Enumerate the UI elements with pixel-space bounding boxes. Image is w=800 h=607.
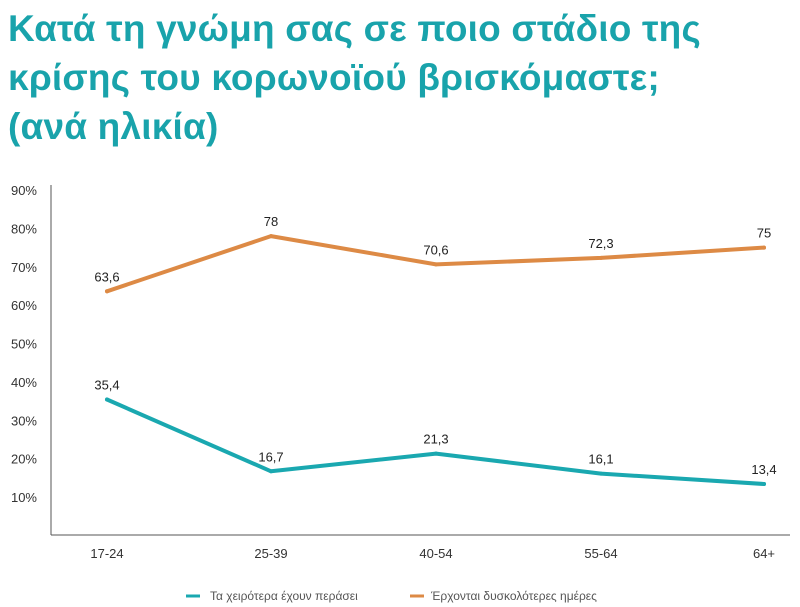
y-tick-label: 90% — [11, 183, 37, 198]
data-point — [762, 482, 766, 486]
x-tick-label: 55-64 — [584, 546, 617, 561]
data-label: 72,3 — [588, 236, 613, 251]
legend-item: Έρχονται δυσκολότερες ημέρες — [410, 589, 597, 603]
data-label: 13,4 — [751, 462, 776, 477]
chart-axes — [50, 185, 790, 536]
data-point — [105, 397, 109, 402]
data-label: 63,6 — [94, 269, 119, 284]
data-label: 70,6 — [423, 242, 448, 257]
y-tick-label: 40% — [11, 375, 37, 390]
chart-title-line-1: Κατά τη γνώμη σας σε ποιο στάδιο της — [8, 8, 701, 49]
series-harder-days: 63,6 78 70,6 72,3 75 — [94, 214, 771, 294]
x-tick-label: 40-54 — [419, 546, 452, 561]
y-tick-label: 60% — [11, 298, 37, 313]
y-tick-label: 10% — [11, 490, 37, 505]
x-tick-label: 25-39 — [254, 546, 287, 561]
y-tick-label: 50% — [11, 337, 37, 352]
legend-item: Τα χειρότερα έχουν περάσει — [186, 589, 358, 603]
data-label: 21,3 — [423, 432, 448, 447]
chart-title: Κατά τη γνώμη σας σε ποιο στάδιο της κρί… — [8, 4, 788, 151]
x-tick-label: 17-24 — [90, 546, 123, 561]
data-point — [599, 255, 603, 260]
data-point — [105, 289, 109, 294]
x-axis-ticks: 17-24 25-39 40-54 55-64 64+ — [90, 546, 775, 561]
data-point — [762, 245, 766, 250]
y-tick-label: 30% — [11, 413, 37, 428]
data-label: 78 — [264, 214, 278, 229]
data-point — [269, 469, 273, 474]
data-label: 16,1 — [588, 452, 613, 467]
chart-legend: Τα χειρότερα έχουν περάσει Έρχονται δυσκο… — [186, 589, 597, 603]
chart-series: 35,4 16,7 21,3 16,1 13,4 63,6 78 70,6 72,3 75 — [94, 214, 777, 486]
legend-label: Τα χειρότερα έχουν περάσει — [210, 589, 358, 603]
y-tick-label: 70% — [11, 260, 37, 275]
data-point — [434, 451, 438, 456]
data-label: 75 — [757, 226, 771, 241]
x-tick-label: 64+ — [753, 546, 775, 561]
y-tick-label: 20% — [11, 452, 37, 467]
y-axis-ticks: 10% 20% 30% 40% 50% 60% 70% 80% 90% — [11, 183, 37, 505]
chart-title-line-2: κρίσης του κορωνοϊού βρισκόμαστε; — [8, 57, 660, 98]
data-label: 16,7 — [258, 449, 283, 464]
chart-title-line-3: (ανά ηλικία) — [8, 106, 219, 147]
data-label: 35,4 — [94, 378, 119, 393]
legend-label: Έρχονται δυσκολότερες ημέρες — [430, 589, 597, 603]
data-point — [434, 262, 438, 267]
series-worst-passed: 35,4 16,7 21,3 16,1 13,4 — [94, 378, 777, 486]
data-point — [269, 234, 273, 239]
data-point — [599, 471, 603, 476]
y-tick-label: 80% — [11, 221, 37, 236]
